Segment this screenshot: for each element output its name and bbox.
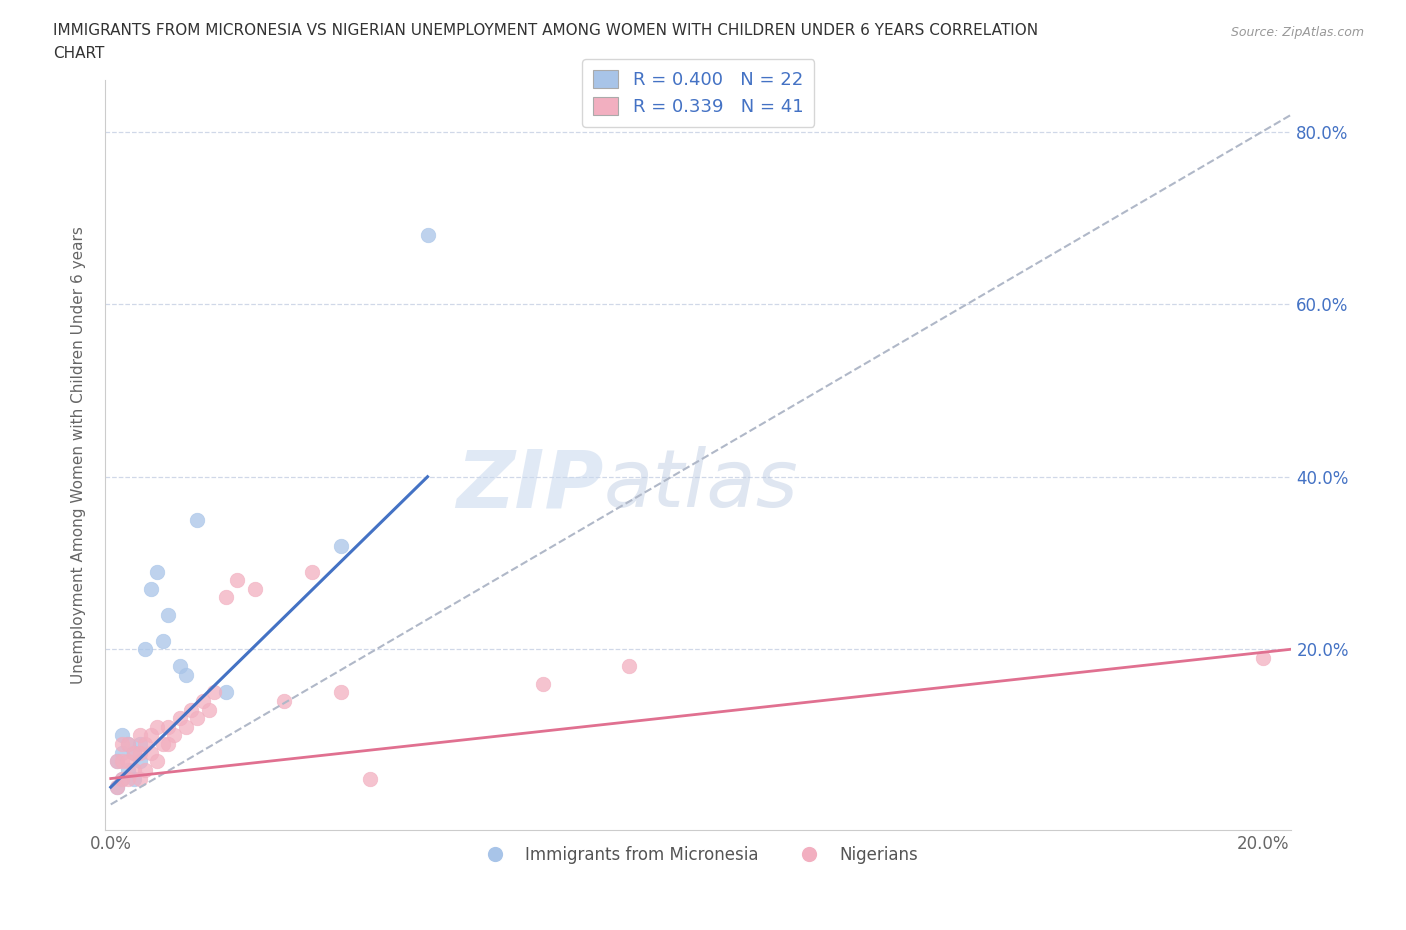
Point — [128, 771, 150, 786]
Text: IMMIGRANTS FROM MICRONESIA VS NIGERIAN UNEMPLOYMENT AMONG WOMEN WITH CHILDREN UN: IMMIGRANTS FROM MICRONESIA VS NIGERIAN U… — [53, 23, 1039, 38]
Point — [146, 720, 169, 735]
Point — [117, 754, 139, 769]
Point — [186, 711, 208, 725]
Point — [122, 745, 145, 760]
Y-axis label: Unemployment Among Women with Children Under 6 years: Unemployment Among Women with Children U… — [72, 226, 86, 684]
Point — [169, 659, 191, 674]
Point — [416, 228, 439, 243]
Point — [186, 512, 208, 527]
Point — [157, 607, 180, 622]
Point — [105, 754, 128, 769]
Point — [163, 728, 186, 743]
Point — [157, 720, 180, 735]
Point — [174, 668, 197, 683]
Text: CHART: CHART — [53, 46, 105, 61]
Point — [122, 763, 145, 777]
Point — [139, 581, 162, 596]
Point — [117, 737, 139, 751]
Point — [273, 694, 295, 709]
Text: atlas: atlas — [603, 446, 799, 525]
Point — [105, 779, 128, 794]
Legend: Immigrants from Micronesia, Nigerians: Immigrants from Micronesia, Nigerians — [472, 840, 924, 870]
Point — [134, 763, 156, 777]
Point — [330, 684, 353, 699]
Point — [134, 737, 156, 751]
Point — [128, 754, 150, 769]
Point — [111, 771, 134, 786]
Point — [111, 728, 134, 743]
Point — [169, 711, 191, 725]
Point — [1251, 650, 1274, 665]
Point — [152, 737, 174, 751]
Point — [146, 565, 169, 579]
Text: ZIP: ZIP — [456, 446, 603, 525]
Point — [122, 745, 145, 760]
Point — [243, 581, 266, 596]
Point — [617, 659, 640, 674]
Point — [111, 745, 134, 760]
Point — [152, 633, 174, 648]
Point — [146, 754, 169, 769]
Point — [117, 771, 139, 786]
Point — [122, 771, 145, 786]
Point — [117, 763, 139, 777]
Point — [128, 745, 150, 760]
Point — [111, 737, 134, 751]
Point — [226, 573, 249, 588]
Point — [157, 737, 180, 751]
Point — [139, 728, 162, 743]
Point — [197, 702, 219, 717]
Point — [139, 745, 162, 760]
Point — [111, 771, 134, 786]
Point — [330, 538, 353, 553]
Point — [128, 728, 150, 743]
Point — [134, 642, 156, 657]
Point — [128, 737, 150, 751]
Point — [174, 720, 197, 735]
Point — [204, 684, 226, 699]
Point — [111, 754, 134, 769]
Point — [180, 702, 202, 717]
Point — [215, 684, 238, 699]
Point — [215, 590, 238, 604]
Point — [105, 754, 128, 769]
Point — [117, 737, 139, 751]
Point — [191, 694, 214, 709]
Point — [359, 771, 381, 786]
Text: Source: ZipAtlas.com: Source: ZipAtlas.com — [1230, 26, 1364, 39]
Point — [105, 779, 128, 794]
Point — [301, 565, 323, 579]
Point — [531, 676, 554, 691]
